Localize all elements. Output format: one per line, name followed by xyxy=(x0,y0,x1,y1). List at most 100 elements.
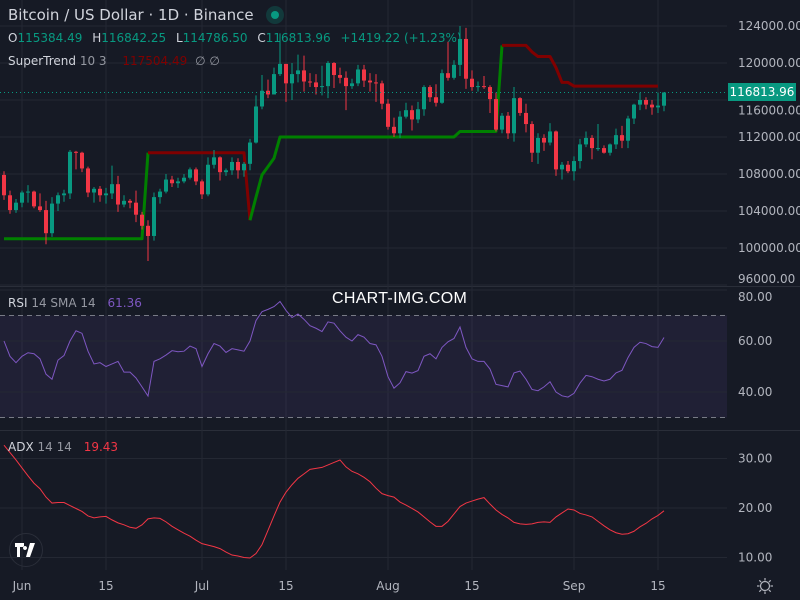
candle-body xyxy=(422,87,426,110)
candle-body xyxy=(62,193,66,196)
candle xyxy=(338,67,342,84)
candle xyxy=(518,97,522,116)
market-status-dot-icon xyxy=(265,6,284,24)
candle xyxy=(98,186,102,202)
candle-body xyxy=(626,118,630,141)
candle xyxy=(26,185,30,203)
candle xyxy=(260,75,264,110)
candle-body xyxy=(8,195,12,211)
price-axis-label: 112000.00 xyxy=(738,130,800,144)
candle-body xyxy=(500,115,504,130)
supertrend-value: 117504.49 xyxy=(122,54,188,68)
candle-body xyxy=(314,82,318,88)
candle-body xyxy=(464,38,468,79)
candle-body xyxy=(602,148,606,153)
candle xyxy=(218,156,222,181)
rsi-axis-label: 80.00 xyxy=(738,290,772,304)
candle xyxy=(290,63,294,100)
candle-body xyxy=(248,142,252,164)
candle-body xyxy=(410,110,414,120)
adx-legend[interactable]: ADX 14 14 19.43 xyxy=(8,440,118,454)
candle-body xyxy=(140,214,144,226)
candle-body xyxy=(80,152,84,169)
candle xyxy=(416,101,420,124)
candle xyxy=(236,158,240,179)
candle xyxy=(116,175,120,212)
candle xyxy=(110,165,114,199)
candle-body xyxy=(662,92,666,106)
candle-body xyxy=(296,70,300,75)
candle xyxy=(332,62,336,88)
candle xyxy=(488,85,492,113)
candle-body xyxy=(596,148,600,150)
candle xyxy=(350,78,354,89)
rsi-legend[interactable]: RSI 14 SMA 14 61.36 xyxy=(8,296,142,310)
rsi-params: 14 SMA 14 xyxy=(31,296,96,310)
price-axis-label: 108000.00 xyxy=(738,167,800,181)
time-axis-label: Jul xyxy=(194,579,209,593)
candle xyxy=(146,220,150,261)
candle xyxy=(368,73,372,92)
time-axis-label: Sep xyxy=(563,579,586,593)
candle xyxy=(374,74,378,102)
time-axis-label: Aug xyxy=(376,579,399,593)
candle-body xyxy=(440,73,444,103)
candle-body xyxy=(482,86,486,88)
candle-body xyxy=(224,170,228,173)
adx-value: 19.43 xyxy=(83,440,119,454)
candle-body xyxy=(92,188,96,193)
candle xyxy=(56,192,60,211)
supertrend-legend[interactable]: SuperTrend 10 3 117504.49 ∅ ∅ xyxy=(8,54,220,68)
candle xyxy=(632,103,636,125)
candle-body xyxy=(50,203,54,234)
candle xyxy=(596,124,600,151)
candle-body xyxy=(2,174,6,196)
candle xyxy=(272,67,276,95)
candle xyxy=(206,157,210,197)
candle xyxy=(248,138,252,171)
candle-body xyxy=(386,103,390,127)
candle xyxy=(530,121,534,162)
candle xyxy=(446,41,450,81)
candle-body xyxy=(38,206,42,211)
candle xyxy=(344,71,348,111)
price-axis-label: 124000.00 xyxy=(738,19,800,33)
candle xyxy=(590,135,594,160)
candle-body xyxy=(326,63,330,87)
candle-body xyxy=(26,191,30,193)
candle xyxy=(560,161,564,180)
candle xyxy=(602,145,606,154)
candle xyxy=(230,157,234,175)
candle-body xyxy=(128,200,132,203)
symbol-title[interactable]: Bitcoin / US Dollar · 1D · Binance xyxy=(8,6,254,24)
time-axis-label: Jun xyxy=(12,579,32,593)
candle-body xyxy=(656,105,660,108)
candle-body xyxy=(344,77,348,87)
candle xyxy=(536,133,540,164)
candle-body xyxy=(476,86,480,88)
candle-body xyxy=(146,225,150,236)
candle xyxy=(314,74,318,95)
low-value: 114786.50 xyxy=(182,31,248,45)
candle-body xyxy=(272,74,276,95)
candle xyxy=(644,97,648,110)
tradingview-logo-icon[interactable] xyxy=(9,533,43,567)
candle xyxy=(20,190,24,208)
candle-body xyxy=(98,188,102,196)
rsi-band-fill xyxy=(0,315,727,418)
candle-body xyxy=(338,75,342,78)
candle-body xyxy=(554,131,558,170)
gear-icon[interactable] xyxy=(756,577,774,595)
supertrend-na-values: ∅ ∅ xyxy=(195,54,220,68)
candle-body xyxy=(578,144,582,162)
candle xyxy=(650,100,654,115)
adx-line xyxy=(3,444,665,559)
candle-body xyxy=(20,192,24,203)
candle-body xyxy=(620,135,624,141)
candle xyxy=(128,198,132,209)
candle-body xyxy=(494,99,498,130)
time-axis-label: 15 xyxy=(278,579,293,593)
candle-body xyxy=(518,98,522,113)
candle-body xyxy=(548,131,552,143)
